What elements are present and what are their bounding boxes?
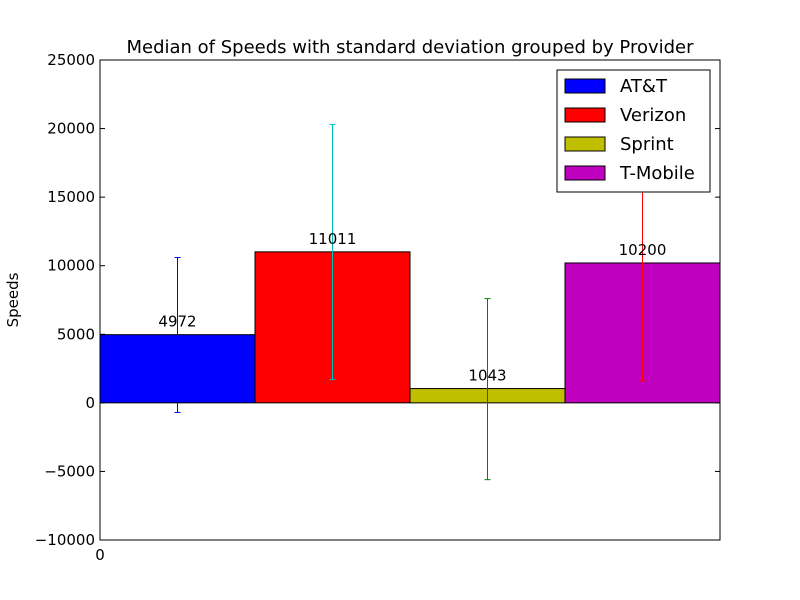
y-tick-labels: −10000 −5000 0 5000 10000 15000 20000 25000 (35, 51, 95, 549)
data-label: 11011 (309, 230, 357, 248)
data-label: 4972 (158, 313, 196, 331)
legend-label: AT&T (620, 76, 668, 97)
legend-swatch (564, 78, 606, 94)
y-tick-label: −10000 (35, 531, 95, 549)
y-tick-label: 25000 (47, 51, 95, 69)
plot-frame (99, 59, 721, 541)
data-label: 10200 (619, 241, 667, 259)
x-tick-labels: 0 (95, 546, 105, 564)
error-bars (174, 123, 646, 481)
chart-title: Median of Speeds with standard deviation… (126, 37, 694, 58)
y-tick-label: 20000 (47, 120, 95, 138)
y-tick-label: 10000 (47, 257, 95, 275)
legend-swatch (564, 136, 606, 152)
legend-swatch (564, 165, 606, 181)
data-labels: 4972 11011 1043 10200 (158, 230, 666, 385)
y-axis-label: Speeds (4, 272, 22, 327)
legend-label: Sprint (620, 134, 674, 155)
y-tick-label: 15000 (47, 188, 95, 206)
legend-label: T-Mobile (619, 163, 695, 184)
y-tick-label: 0 (85, 394, 95, 412)
x-tick-label: 0 (95, 546, 105, 564)
legend: AT&T Verizon Sprint T-Mobile (556, 69, 711, 193)
legend-swatch (564, 107, 606, 123)
y-tick-label: −5000 (44, 462, 95, 480)
y-tick-label: 5000 (57, 325, 95, 343)
legend-label: Verizon (620, 105, 686, 126)
data-label: 1043 (468, 367, 506, 385)
